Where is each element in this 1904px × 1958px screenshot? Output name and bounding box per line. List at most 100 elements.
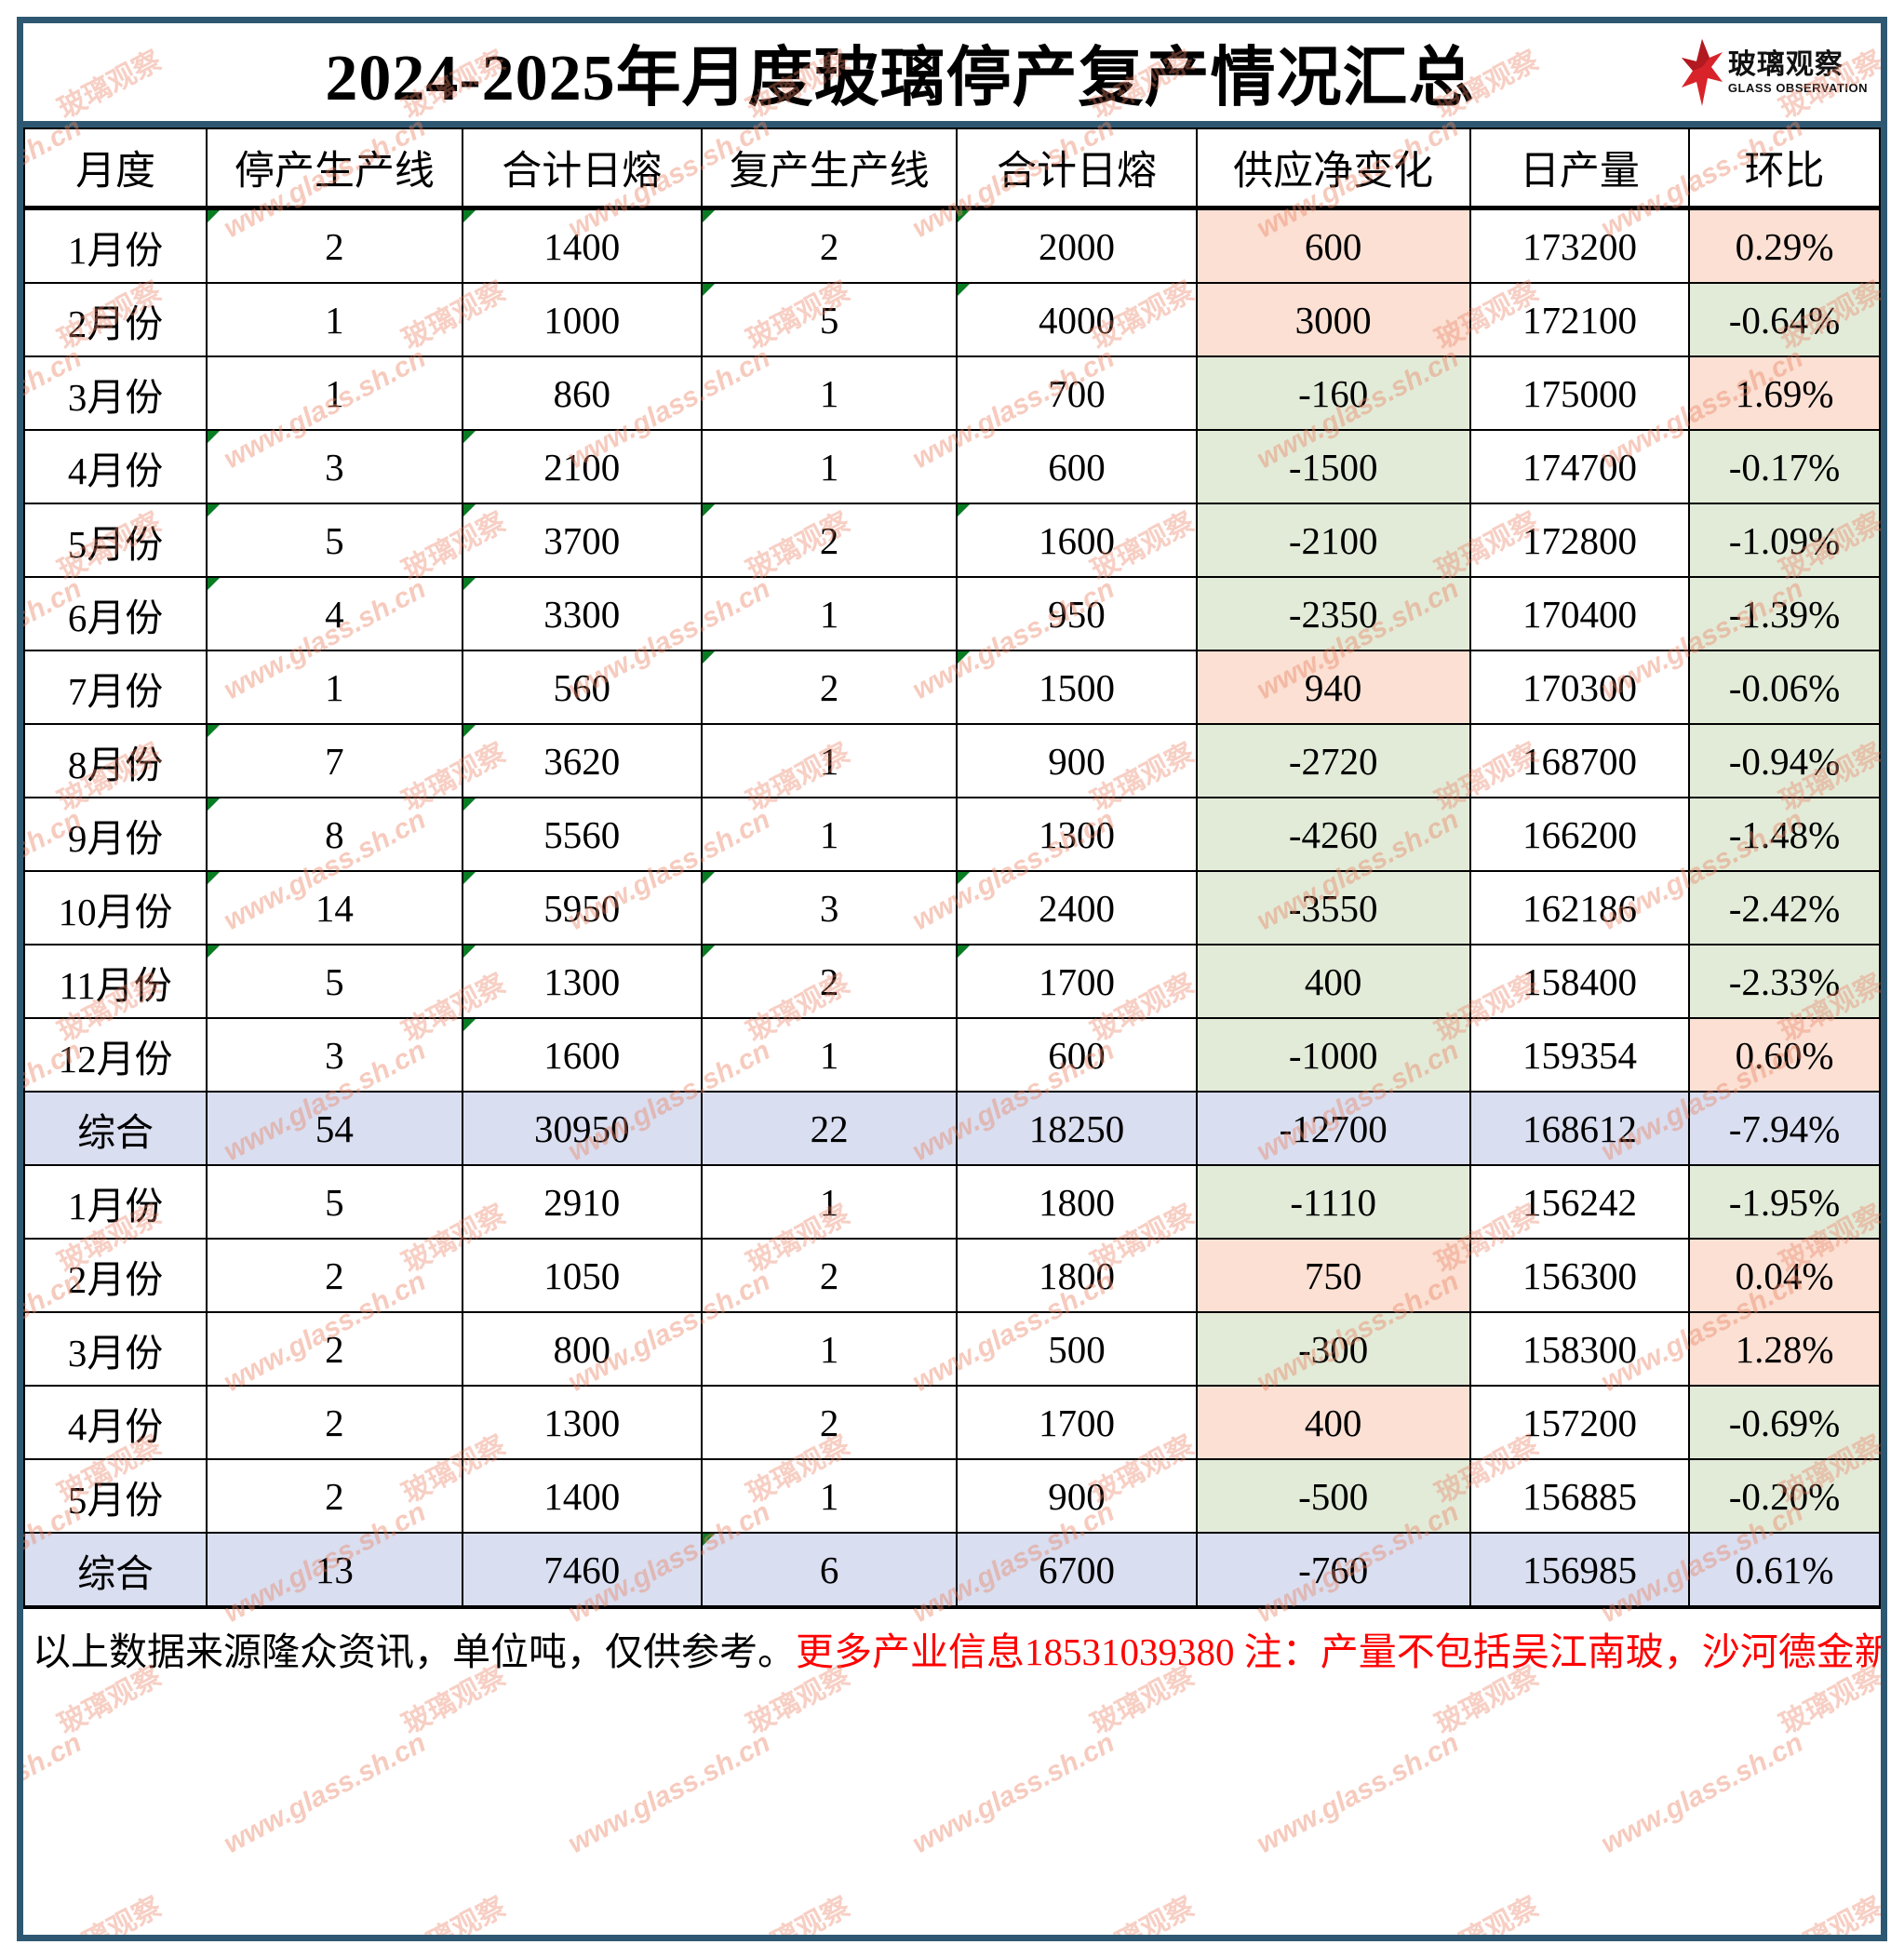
watermark-url: www.glass.sh.cn bbox=[563, 1727, 775, 1860]
cell-mom: 1.69% bbox=[1688, 355, 1881, 431]
table-row: 3月份 1 860 1 700 -160 175000 1.69% bbox=[22, 355, 1881, 431]
cell-month: 6月份 bbox=[22, 576, 208, 651]
cell-stop-melt-with-comment-marker: 2100 bbox=[461, 429, 703, 504]
table-row: 5月份 2 1400 1 900 -500 156885 -0.20% bbox=[22, 1458, 1881, 1534]
cell-resume-melt-with-comment-marker: 4000 bbox=[956, 282, 1198, 357]
cell-net-change: -1500 bbox=[1195, 429, 1471, 504]
cell-month: 3月份 bbox=[22, 355, 208, 431]
cell-resume-melt: 1800 bbox=[956, 1238, 1198, 1313]
cell-stop-lines-with-comment-marker: 7 bbox=[206, 723, 463, 798]
cell-resume-melt: 1800 bbox=[956, 1164, 1198, 1240]
logo-name-en: GLASS OBSERVATION bbox=[1727, 80, 1868, 95]
cell-stop-melt: 1000 bbox=[461, 282, 703, 357]
cell-resume-melt: 18250 bbox=[956, 1091, 1198, 1166]
cell-month: 11月份 bbox=[22, 944, 208, 1019]
table-row: 3月份 2 800 1 500 -300 158300 1.28% bbox=[22, 1311, 1881, 1387]
cell-resume-lines-with-comment-marker: 2 bbox=[700, 650, 959, 725]
col-header-month: 月度 bbox=[22, 127, 208, 210]
cell-resume-melt: 600 bbox=[956, 429, 1198, 504]
cell-resume-lines-with-comment-marker: 6 bbox=[700, 1532, 959, 1607]
cell-daily-output: 156985 bbox=[1468, 1532, 1691, 1607]
cell-resume-lines: 1 bbox=[700, 576, 959, 651]
cell-resume-lines: 22 bbox=[700, 1091, 959, 1166]
watermark-url: www.glass.sh.cn bbox=[1596, 1727, 1808, 1860]
summary-table: 月度 停产生产线 合计日熔 复产生产线 合计日熔 供应净变化 日产量 环比 1月… bbox=[22, 127, 1881, 1607]
table-total-row: 综合 54 30950 22 18250 -12700 168612 -7.94% bbox=[22, 1091, 1881, 1166]
col-header-stop-melt: 合计日熔 bbox=[461, 127, 703, 210]
watermark-brand: 玻璃观察 bbox=[1430, 1891, 1544, 1935]
table-row: 10月份 14 5950 3 2400 -3550 162186 -2.42% bbox=[22, 870, 1881, 945]
cell-resume-lines: 1 bbox=[700, 1311, 959, 1387]
cell-stop-lines: 1 bbox=[206, 355, 463, 431]
watermark-brand: 玻璃观察 bbox=[1086, 1891, 1200, 1935]
cell-stop-lines-with-comment-marker: 5 bbox=[206, 503, 463, 578]
cell-stop-lines-with-comment-marker: 14 bbox=[206, 870, 463, 945]
cell-month: 4月份 bbox=[22, 1385, 208, 1460]
cell-stop-melt: 30950 bbox=[461, 1091, 703, 1166]
cell-stop-lines: 3 bbox=[206, 1017, 463, 1093]
cell-net-change: 750 bbox=[1195, 1238, 1471, 1313]
cell-stop-melt-with-comment-marker: 3700 bbox=[461, 503, 703, 578]
cell-resume-lines-with-comment-marker: 2 bbox=[700, 503, 959, 578]
col-header-resume-lines: 复产生产线 bbox=[700, 127, 959, 210]
col-header-daily-output: 日产量 bbox=[1468, 127, 1691, 210]
cell-mom: -0.20% bbox=[1688, 1458, 1881, 1534]
cell-net-change: -3550 bbox=[1195, 870, 1471, 945]
cell-resume-melt: 900 bbox=[956, 1458, 1198, 1534]
cell-stop-lines: 2 bbox=[206, 1458, 463, 1534]
cell-mom: -0.69% bbox=[1688, 1385, 1881, 1460]
cell-stop-melt-with-comment-marker: 1400 bbox=[461, 207, 703, 284]
cell-net-change: -12700 bbox=[1195, 1091, 1471, 1166]
cell-daily-output: 172800 bbox=[1468, 503, 1691, 578]
cell-resume-melt: 700 bbox=[956, 355, 1198, 431]
cell-stop-melt: 560 bbox=[461, 650, 703, 725]
cell-mom: -7.94% bbox=[1688, 1091, 1881, 1166]
cell-mom: 0.60% bbox=[1688, 1017, 1881, 1093]
col-header-stop-lines: 停产生产线 bbox=[206, 127, 463, 210]
table-row: 1月份 5 2910 1 1800 -1110 156242 -1.95% bbox=[22, 1164, 1881, 1240]
cell-net-change: -2100 bbox=[1195, 503, 1471, 578]
cell-mom: -0.06% bbox=[1688, 650, 1881, 725]
cell-resume-melt-with-comment-marker: 1600 bbox=[956, 503, 1198, 578]
cell-net-change: -2350 bbox=[1195, 576, 1471, 651]
table-row: 11月份 5 1300 2 1700 400 158400 -2.33% bbox=[22, 944, 1881, 1019]
watermark-url: www.glass.sh.cn bbox=[907, 1727, 1120, 1860]
col-header-net-change: 供应净变化 bbox=[1195, 127, 1471, 210]
cell-resume-lines: 1 bbox=[700, 1017, 959, 1093]
cell-month: 8月份 bbox=[22, 723, 208, 798]
cell-resume-melt: 950 bbox=[956, 576, 1198, 651]
cell-daily-output: 158400 bbox=[1468, 944, 1691, 1019]
cell-month: 5月份 bbox=[22, 503, 208, 578]
cell-daily-output: 173200 bbox=[1468, 207, 1691, 284]
cell-resume-melt: 600 bbox=[956, 1017, 1198, 1093]
table-row: 4月份 3 2100 1 600 -1500 174700 -0.17% bbox=[22, 429, 1881, 504]
cell-resume-lines: 1 bbox=[700, 723, 959, 798]
cell-resume-lines-with-comment-marker: 2 bbox=[700, 944, 959, 1019]
cell-resume-lines-with-comment-marker: 3 bbox=[700, 870, 959, 945]
cell-stop-lines-with-comment-marker: 3 bbox=[206, 429, 463, 504]
cell-mom: -0.17% bbox=[1688, 429, 1881, 504]
cell-month: 综合 bbox=[22, 1091, 208, 1166]
footnote-contact: 更多产业信息18531039380 注：产量不包括吴江南玻，沙河德金新点火生产 bbox=[796, 1630, 1881, 1673]
table-row: 12月份 3 1600 1 600 -1000 159354 0.60% bbox=[22, 1017, 1881, 1093]
watermark-brand: 玻璃观察 bbox=[397, 1891, 511, 1935]
cell-resume-lines: 1 bbox=[700, 429, 959, 504]
cell-stop-lines: 1 bbox=[206, 282, 463, 357]
cell-resume-melt: 1700 bbox=[956, 1385, 1198, 1460]
cell-month: 12月份 bbox=[22, 1017, 208, 1093]
table-row: 8月份 7 3620 1 900 -2720 168700 -0.94% bbox=[22, 723, 1881, 798]
cell-resume-lines: 1 bbox=[700, 1164, 959, 1240]
cell-month: 7月份 bbox=[22, 650, 208, 725]
cell-net-change: 400 bbox=[1195, 944, 1471, 1019]
table-row: 2月份 1 1000 5 4000 3000 172100 -0.64% bbox=[22, 282, 1881, 357]
cell-resume-melt: 500 bbox=[956, 1311, 1198, 1387]
cell-month: 9月份 bbox=[22, 797, 208, 872]
col-header-mom: 环比 bbox=[1688, 127, 1881, 210]
cell-stop-lines-with-comment-marker: 8 bbox=[206, 797, 463, 872]
cell-stop-melt: 860 bbox=[461, 355, 703, 431]
cell-stop-melt-with-comment-marker: 1600 bbox=[461, 1017, 703, 1093]
cell-resume-melt-with-comment-marker: 2000 bbox=[956, 207, 1198, 284]
cell-month: 综合 bbox=[22, 1532, 208, 1607]
title-band: 2024-2025年月度玻璃停产复产情况汇总 玻璃观察 GLASS OBSERV… bbox=[23, 23, 1881, 127]
logo-name-cn: 玻璃观察 bbox=[1727, 48, 1844, 80]
